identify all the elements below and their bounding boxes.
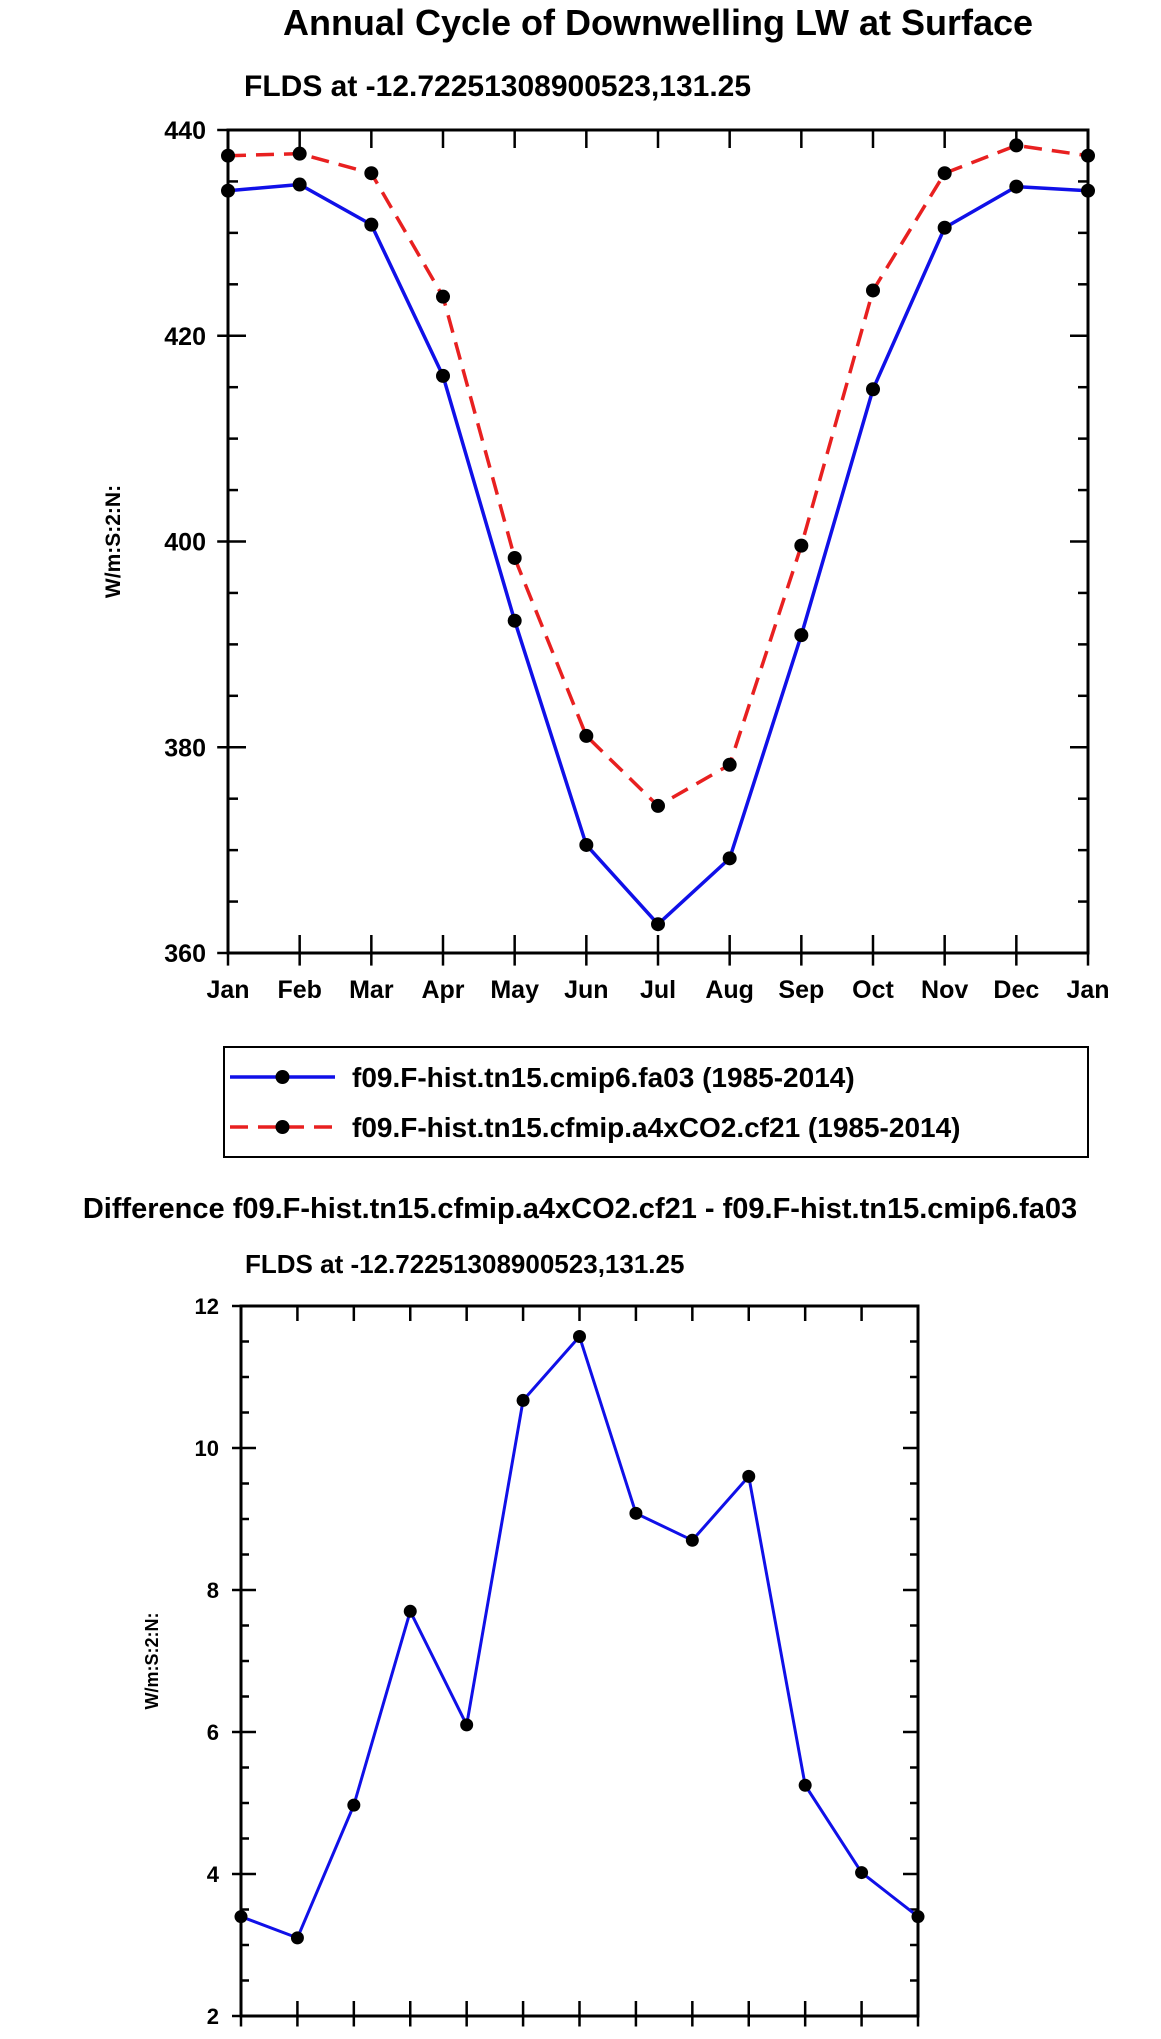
data-point [629, 1506, 643, 1520]
data-point [742, 1469, 756, 1483]
legend-box [223, 1046, 1089, 1158]
y-tick-label: 360 [164, 940, 206, 968]
x-tick-label: Jun [564, 976, 608, 1004]
legend-marker [275, 1070, 290, 1084]
chart-title: Difference f09.F-hist.tn15.cfmip.a4xCO2.… [83, 1193, 1077, 1225]
data-point [579, 728, 594, 743]
legend-label: f09.F-hist.tn15.cmip6.fa03 (1985-2014) [352, 1062, 855, 1093]
data-point [794, 628, 809, 643]
series-line [240, 1335, 919, 1940]
data-point [364, 217, 379, 232]
data-point [347, 1798, 361, 1812]
data-point [937, 166, 952, 181]
data-point [866, 382, 880, 397]
y-tick-label: 12 [195, 1294, 219, 1319]
x-tick-label: Dec [993, 976, 1039, 1004]
data-point [794, 538, 809, 553]
y-axis-label: W/m:S:2:N: [102, 485, 125, 598]
y-tick-label: 400 [164, 529, 206, 557]
data-point [722, 851, 737, 866]
data-point [364, 166, 379, 181]
data-point [292, 146, 307, 161]
legend-marker [275, 1120, 290, 1134]
series-line [227, 143, 1089, 808]
y-tick-label: 420 [164, 323, 206, 351]
x-tick-label: May [490, 976, 539, 1004]
y-tick-label: 8 [207, 1578, 219, 1603]
data-point [507, 550, 522, 565]
data-point [221, 183, 235, 198]
data-point [651, 917, 665, 932]
chart-title: Annual Cycle of Downwelling LW at Surfac… [283, 2, 1033, 43]
data-point [516, 1393, 530, 1407]
x-tick-label: Nov [921, 976, 968, 1004]
legend-label: f09.F-hist.tn15.cfmip.a4xCO2.cf21 (1985-… [352, 1112, 960, 1143]
series-line [227, 182, 1089, 926]
x-tick-label: Jan [206, 976, 249, 1004]
x-tick-label: Aug [705, 976, 754, 1004]
plot-frame [226, 128, 1090, 955]
chart-subtitle: FLDS at -12.72251308900523,131.25 [245, 1249, 684, 1279]
data-point [866, 283, 880, 298]
data-point [651, 798, 665, 813]
data-point [436, 289, 450, 304]
x-tick-label: Apr [421, 976, 464, 1004]
plot-frame [239, 1304, 920, 2018]
data-point [1081, 148, 1095, 163]
data-point [221, 148, 235, 163]
chart-subtitle: FLDS at -12.72251308900523,131.25 [244, 70, 751, 103]
y-tick-label: 2 [207, 2004, 219, 2029]
x-tick-label: Oct [852, 976, 894, 1004]
y-tick-label: 4 [207, 1862, 220, 1887]
x-tick-label: Jan [1066, 976, 1109, 1004]
data-point [1009, 138, 1024, 153]
y-tick-label: 440 [164, 117, 206, 145]
data-point [937, 220, 952, 235]
data-point [290, 1931, 304, 1945]
data-point [507, 613, 522, 628]
data-point [855, 1866, 869, 1880]
data-point [234, 1910, 248, 1924]
data-point [292, 177, 307, 192]
data-point [1009, 179, 1024, 194]
data-point [579, 837, 594, 852]
data-point [798, 1778, 812, 1792]
data-point [460, 1718, 474, 1732]
y-tick-label: 6 [207, 1720, 219, 1745]
x-tick-label: Mar [349, 976, 394, 1004]
data-point [722, 757, 737, 772]
x-tick-label: Sep [778, 976, 824, 1004]
data-point [436, 368, 450, 383]
data-point [573, 1330, 586, 1344]
x-tick-label: Jul [640, 976, 676, 1004]
y-tick-label: 380 [164, 734, 206, 762]
x-tick-label: Feb [277, 976, 321, 1004]
data-point [685, 1533, 699, 1547]
data-point [403, 1604, 417, 1618]
y-axis-label: W/m:S:2:N: [142, 1613, 162, 1710]
y-tick-label: 10 [195, 1436, 219, 1461]
data-point [1081, 183, 1095, 198]
data-point [911, 1910, 925, 1924]
